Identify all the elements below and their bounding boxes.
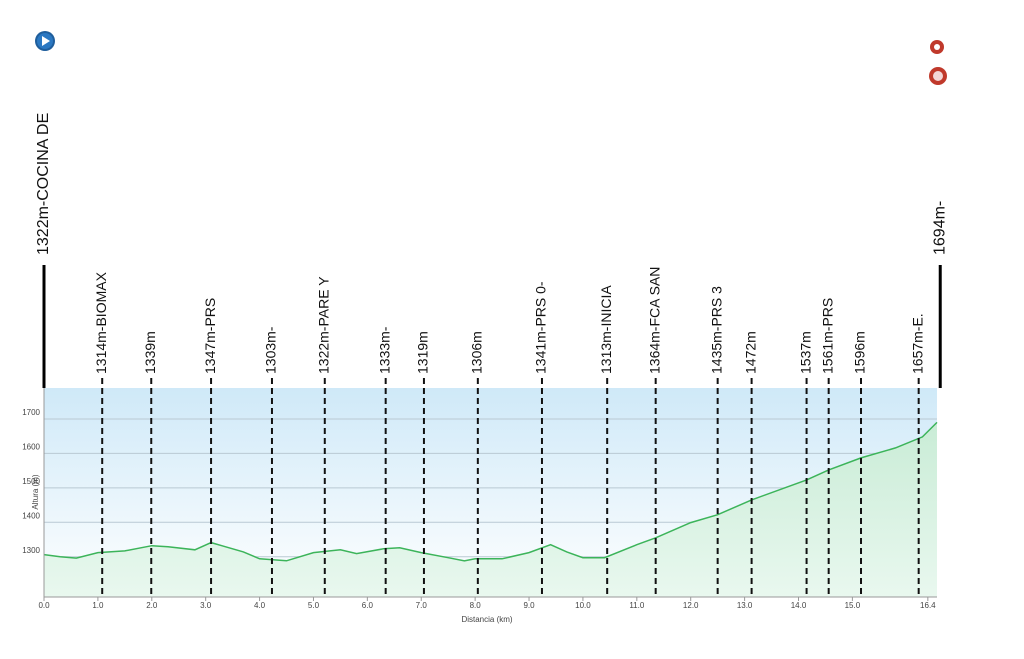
waypoint-label: 1341m-PRS 0- — [533, 281, 549, 374]
waypoint-label: 1435m-PRS 3 — [708, 286, 724, 374]
waypoint-label: 1537m — [797, 331, 813, 374]
x-tick-label: 4.0 — [254, 601, 266, 610]
waypoint-label: 1596m — [852, 331, 868, 374]
waypoint-label: 1364m-FCA SAN — [646, 267, 662, 374]
x-tick-label: 13.0 — [737, 601, 753, 610]
waypoint-label: 1472m — [742, 331, 758, 374]
x-tick-label: 14.0 — [791, 601, 807, 610]
waypoint-label: 1347m-PRS — [202, 298, 218, 374]
x-axis-label: Distancia (km) — [461, 615, 512, 624]
waypoint-label: 1339m — [142, 331, 158, 374]
y-tick-label: 1500 — [22, 477, 40, 486]
y-tick-label: 1600 — [22, 443, 40, 452]
y-tick-label: 1300 — [22, 546, 40, 555]
play-button[interactable] — [35, 31, 55, 51]
waypoint-label: 1333m- — [376, 326, 392, 374]
endpoint-label: 1322m-COCINA DE — [35, 113, 52, 255]
y-axis-label: Altura (m) — [31, 474, 40, 509]
x-tick-label: 8.0 — [470, 601, 482, 610]
x-tick-label: 5.0 — [308, 601, 320, 610]
waypoint-label: 1322m-PARE Y — [315, 276, 331, 374]
waypoint-label: 1303m- — [263, 326, 279, 374]
x-tick-label: 16.4 — [920, 601, 936, 610]
x-tick-label: 9.0 — [523, 601, 535, 610]
x-tick-label: 7.0 — [416, 601, 428, 610]
waypoint-label: 1306m — [469, 331, 485, 374]
x-tick-label: 6.0 — [362, 601, 374, 610]
finish-icon[interactable] — [929, 67, 947, 85]
y-tick-label: 1700 — [22, 408, 40, 417]
endpoint-label: 1694m- — [931, 201, 948, 255]
waypoint-label: 1319m — [415, 331, 431, 374]
waypoint-label: 1561m-PRS — [819, 298, 835, 374]
x-tick-label: 11.0 — [629, 601, 645, 610]
x-tick-label: 0.0 — [38, 601, 50, 610]
x-tick-label: 3.0 — [200, 601, 212, 610]
y-tick-label: 1400 — [22, 511, 40, 520]
x-tick-label: 15.0 — [845, 601, 861, 610]
area-fill — [44, 422, 937, 597]
x-tick-label: 1.0 — [92, 601, 104, 610]
waypoint-label: 1314m-BIOMAX — [93, 271, 109, 374]
x-tick-label: 12.0 — [683, 601, 699, 610]
marker-icon[interactable] — [930, 40, 944, 54]
elevation-line — [43, 421, 938, 562]
x-tick-label: 10.0 — [575, 601, 591, 610]
x-tick-label: 2.0 — [146, 601, 158, 610]
waypoint-label: 1313m-INICIA — [598, 285, 614, 374]
waypoint-label: 1657m-E. — [909, 313, 925, 374]
